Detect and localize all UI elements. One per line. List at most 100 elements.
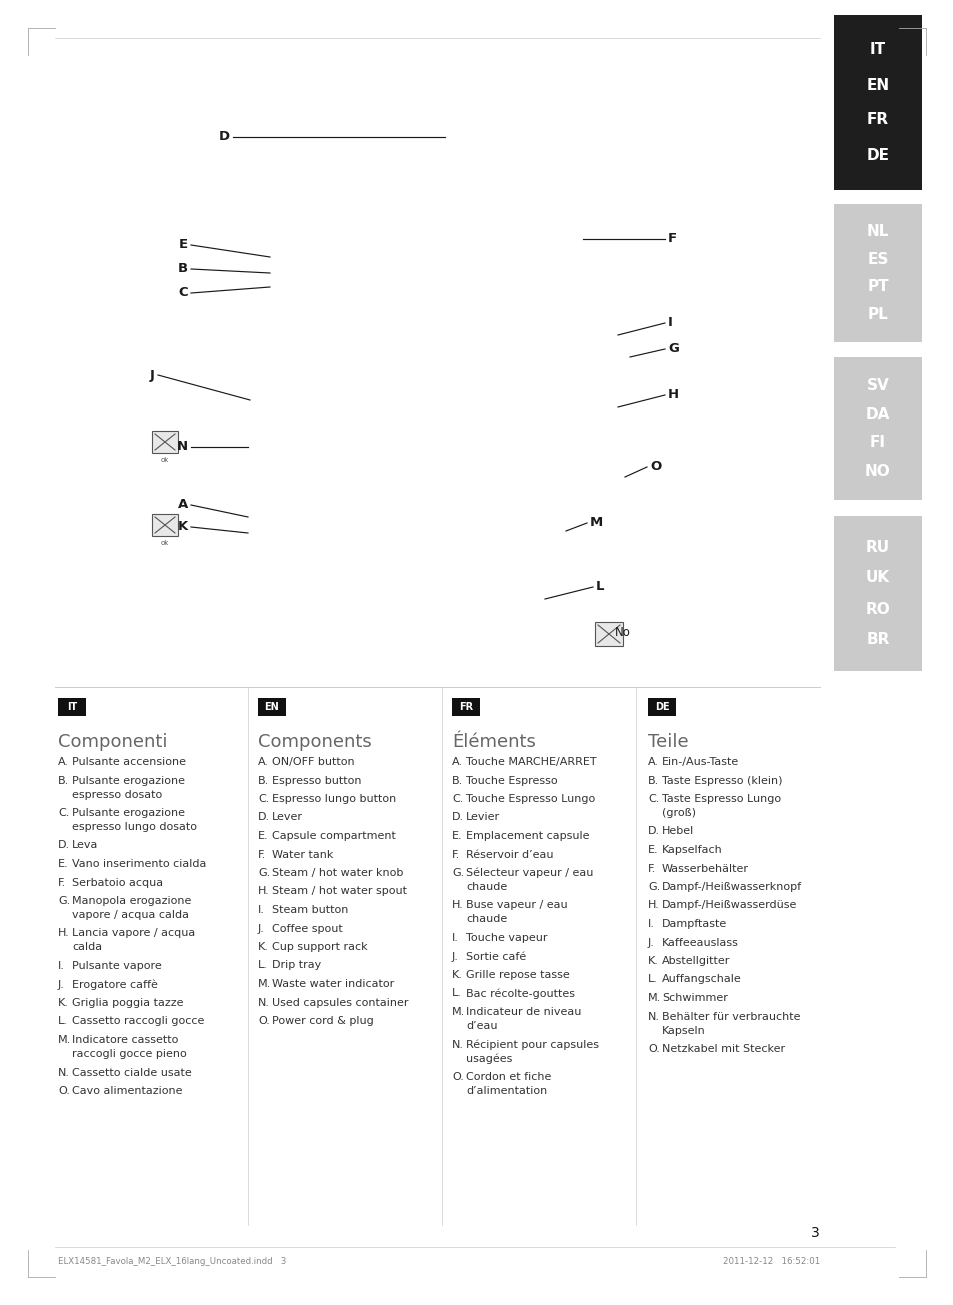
Text: chaude: chaude <box>465 882 507 893</box>
Text: J: J <box>150 368 154 381</box>
Text: Bac récolte-gouttes: Bac récolte-gouttes <box>465 988 575 1000</box>
Bar <box>58 698 86 716</box>
Text: Drip tray: Drip tray <box>272 960 321 971</box>
Text: Indicateur de niveau: Indicateur de niveau <box>465 1007 580 1017</box>
Text: A.: A. <box>58 757 69 767</box>
Text: Kapseln: Kapseln <box>661 1026 705 1035</box>
Text: (groß): (groß) <box>661 808 696 818</box>
Text: H.: H. <box>257 886 270 897</box>
Text: Manopola erogazione: Manopola erogazione <box>71 897 192 906</box>
Text: H.: H. <box>647 900 659 911</box>
Text: Cordon et fiche: Cordon et fiche <box>465 1071 551 1082</box>
Text: N.: N. <box>58 1067 70 1078</box>
Text: Teile: Teile <box>647 733 688 750</box>
Text: L.: L. <box>58 1017 68 1027</box>
Text: DA: DA <box>865 407 889 422</box>
Text: Abstellgitter: Abstellgitter <box>661 957 730 966</box>
Text: F.: F. <box>647 864 656 873</box>
Text: H.: H. <box>452 900 463 911</box>
Text: G.: G. <box>58 897 71 906</box>
Text: espresso dosato: espresso dosato <box>71 790 162 800</box>
Text: I.: I. <box>257 904 265 915</box>
Text: Griglia poggia tazze: Griglia poggia tazze <box>71 998 183 1007</box>
Text: Erogatore caffè: Erogatore caffè <box>71 980 157 990</box>
Text: Serbatoio acqua: Serbatoio acqua <box>71 877 163 887</box>
Text: G.: G. <box>257 868 270 878</box>
Text: Components: Components <box>257 733 372 750</box>
Text: FR: FR <box>866 112 888 128</box>
Text: vapore / acqua calda: vapore / acqua calda <box>71 910 189 920</box>
Text: D: D <box>218 130 230 144</box>
Text: C: C <box>178 287 188 300</box>
Text: NL: NL <box>866 224 888 239</box>
Text: Capsule compartment: Capsule compartment <box>272 831 395 840</box>
Text: chaude: chaude <box>465 915 507 924</box>
Text: J.: J. <box>647 937 654 947</box>
Text: ELX14581_Favola_M2_ELX_16lang_Uncoated.indd   3: ELX14581_Favola_M2_ELX_16lang_Uncoated.i… <box>58 1257 286 1266</box>
Bar <box>595 622 622 646</box>
Text: ok: ok <box>161 457 169 463</box>
Text: M.: M. <box>257 979 271 989</box>
Text: M: M <box>589 517 602 530</box>
Text: usagées: usagées <box>465 1053 512 1064</box>
Text: M.: M. <box>58 1035 71 1045</box>
Text: E: E <box>178 239 188 252</box>
Text: Touche Espresso Lungo: Touche Espresso Lungo <box>465 793 595 804</box>
Text: C.: C. <box>58 808 70 818</box>
Text: EN: EN <box>264 702 279 713</box>
Text: Espresso lungo button: Espresso lungo button <box>272 793 395 804</box>
Text: F.: F. <box>58 877 66 887</box>
Text: M.: M. <box>647 993 660 1004</box>
Text: FI: FI <box>869 436 885 450</box>
Text: DE: DE <box>654 702 669 713</box>
Text: D.: D. <box>452 813 464 822</box>
Text: ES: ES <box>866 252 888 266</box>
Text: Used capsules container: Used capsules container <box>272 997 408 1007</box>
Text: Water tank: Water tank <box>272 850 333 860</box>
Text: K.: K. <box>58 998 69 1007</box>
Text: Netzkabel mit Stecker: Netzkabel mit Stecker <box>661 1044 784 1054</box>
Text: Indicatore cassetto: Indicatore cassetto <box>71 1035 178 1045</box>
Text: Vano inserimento cialda: Vano inserimento cialda <box>71 859 206 869</box>
Text: ON/OFF button: ON/OFF button <box>272 757 355 767</box>
Text: Dampftaste: Dampftaste <box>661 919 726 929</box>
Text: L.: L. <box>257 960 268 971</box>
Text: K: K <box>177 521 188 534</box>
Text: Taste Espresso Lungo: Taste Espresso Lungo <box>661 793 781 804</box>
Text: PL: PL <box>866 307 887 322</box>
Text: J.: J. <box>257 924 265 933</box>
Text: NO: NO <box>864 463 890 479</box>
Bar <box>833 14 921 191</box>
Text: Cassetto raccogli gocce: Cassetto raccogli gocce <box>71 1017 204 1027</box>
Text: Kaffeeauslass: Kaffeeauslass <box>661 937 739 947</box>
Text: E.: E. <box>647 846 658 855</box>
Text: A.: A. <box>647 757 659 767</box>
Text: Wasserbehälter: Wasserbehälter <box>661 864 748 873</box>
Text: L.: L. <box>647 975 658 984</box>
Text: I.: I. <box>647 919 654 929</box>
Text: A.: A. <box>452 757 462 767</box>
Text: M.: M. <box>452 1007 465 1017</box>
Text: G: G <box>667 342 679 355</box>
Text: Behälter für verbrauchte: Behälter für verbrauchte <box>661 1011 800 1022</box>
Text: DE: DE <box>865 147 888 163</box>
Text: J.: J. <box>452 951 458 962</box>
Text: Sélecteur vapeur / eau: Sélecteur vapeur / eau <box>465 868 593 878</box>
Text: Pulsante vapore: Pulsante vapore <box>71 960 162 971</box>
Text: E.: E. <box>452 831 462 840</box>
Text: O: O <box>649 461 660 474</box>
Text: Touche MARCHE/ARRET: Touche MARCHE/ARRET <box>465 757 596 767</box>
Text: Kapselfach: Kapselfach <box>661 846 722 855</box>
Text: espresso lungo dosato: espresso lungo dosato <box>71 822 196 833</box>
Text: N.: N. <box>452 1040 463 1049</box>
Text: G.: G. <box>452 868 464 878</box>
Text: Leva: Leva <box>71 840 98 851</box>
Text: O.: O. <box>257 1017 270 1026</box>
Text: F.: F. <box>257 850 266 860</box>
Text: raccogli gocce pieno: raccogli gocce pieno <box>71 1049 187 1058</box>
Text: Dampf-/Heißwasserknopf: Dampf-/Heißwasserknopf <box>661 882 801 893</box>
Bar <box>257 698 286 716</box>
Text: 2011-12-12   16:52:01: 2011-12-12 16:52:01 <box>722 1257 820 1266</box>
Text: d’alimentation: d’alimentation <box>465 1086 547 1096</box>
Text: Hebel: Hebel <box>661 826 694 837</box>
